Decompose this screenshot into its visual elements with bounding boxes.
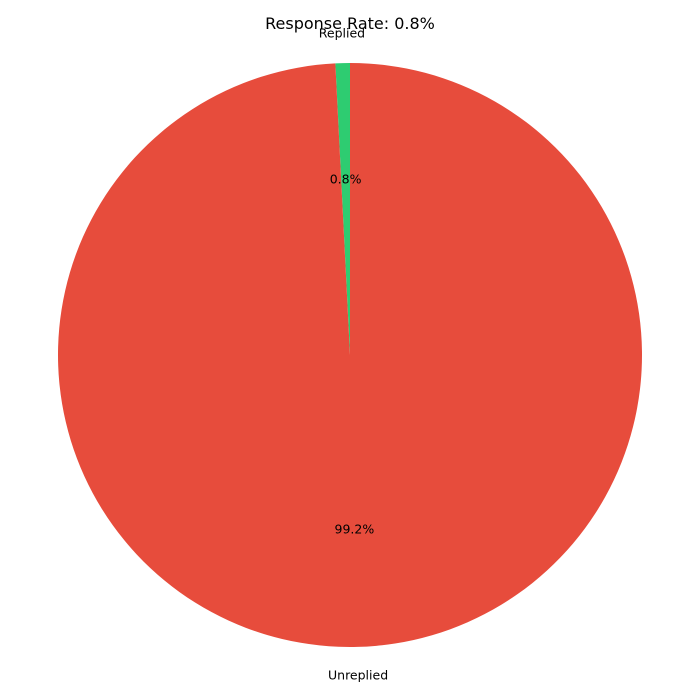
pie-slice-replied [335, 63, 350, 355]
slice-label-unreplied: Unreplied [328, 668, 388, 683]
pie-slice-unreplied [58, 63, 643, 647]
slice-label-replied: Replied [319, 25, 365, 40]
slice-pct-unreplied: 99.2% [335, 522, 375, 537]
pie-labels: Replied 0.8% Unreplied 99.2% [319, 25, 388, 682]
slice-pct-replied: 0.8% [330, 171, 362, 186]
chart-title: Response Rate: 0.8% [265, 14, 435, 33]
pie-slices [58, 63, 643, 647]
